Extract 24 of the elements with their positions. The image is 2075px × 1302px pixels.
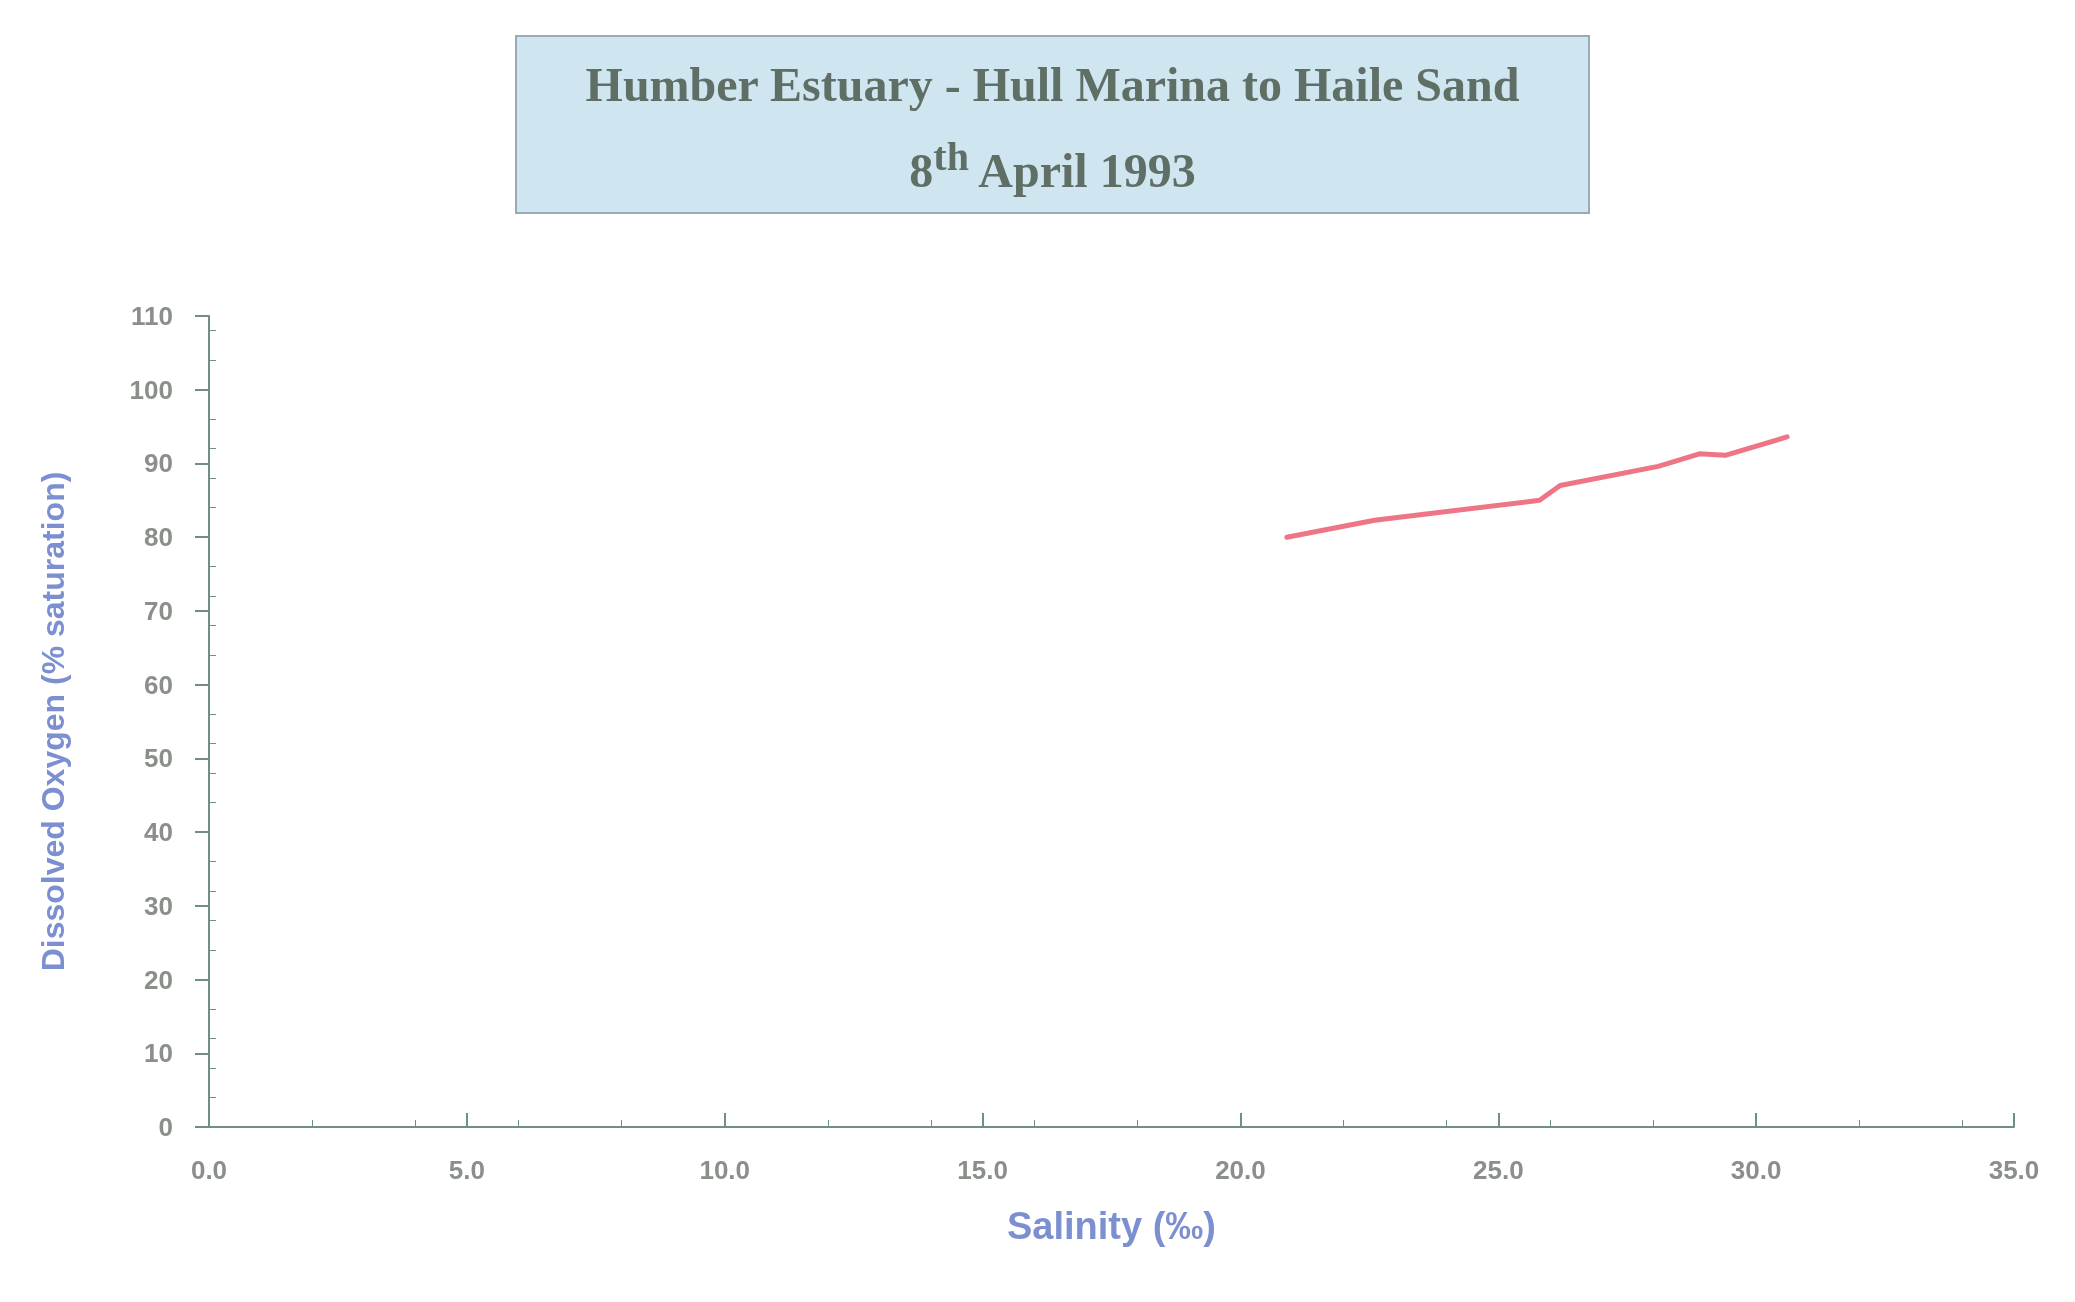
chart-subtitle: 8$^{th}$ April 1993 xyxy=(908,133,1197,199)
y-tick-label: 70 xyxy=(144,595,173,626)
y-tick-label: 110 xyxy=(131,301,173,331)
x-tick-label: 5.0 xyxy=(448,1155,485,1185)
chart-title: Humber Estuary - Hull Marina to Haile Sand xyxy=(584,57,1521,113)
y-tick-label: 60 xyxy=(144,669,173,700)
x-tick-label: 30.0 xyxy=(1730,1155,1782,1185)
y-tick-label: 100 xyxy=(129,374,173,405)
x-tick-label: 0.0 xyxy=(190,1155,228,1185)
y-axis-title: Dissolved Oxygen (% saturation) xyxy=(35,471,71,972)
y-tick-label: 30 xyxy=(144,890,173,921)
y-tick-label: 20 xyxy=(144,964,173,995)
y-tick-label: 10 xyxy=(144,1038,173,1069)
y-tick-label: 80 xyxy=(144,522,173,553)
x-axis-title: Salinity (‰) xyxy=(1006,1205,1217,1247)
x-tick-label: 35.0 xyxy=(1988,1155,2040,1185)
y-tick-label: 90 xyxy=(144,448,173,479)
y-tick-label: 40 xyxy=(144,817,173,848)
y-tick-label: 50 xyxy=(144,743,173,774)
x-tick-label: 10.0 xyxy=(699,1155,751,1185)
y-tick-label: 0 xyxy=(158,1112,173,1142)
x-tick-label: 20.0 xyxy=(1215,1155,1266,1185)
x-tick-label: 15.0 xyxy=(957,1155,1008,1185)
x-tick-label: 25.0 xyxy=(1472,1155,1524,1185)
